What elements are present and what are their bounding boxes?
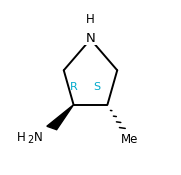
Text: Me: Me	[121, 133, 138, 146]
Text: S: S	[93, 82, 100, 92]
Text: 2: 2	[27, 135, 33, 145]
Text: N: N	[34, 131, 43, 144]
Text: H: H	[16, 131, 25, 144]
Text: H: H	[86, 13, 95, 26]
Polygon shape	[47, 105, 73, 130]
Text: R: R	[70, 82, 77, 92]
FancyBboxPatch shape	[79, 32, 102, 45]
Text: N: N	[86, 32, 95, 45]
